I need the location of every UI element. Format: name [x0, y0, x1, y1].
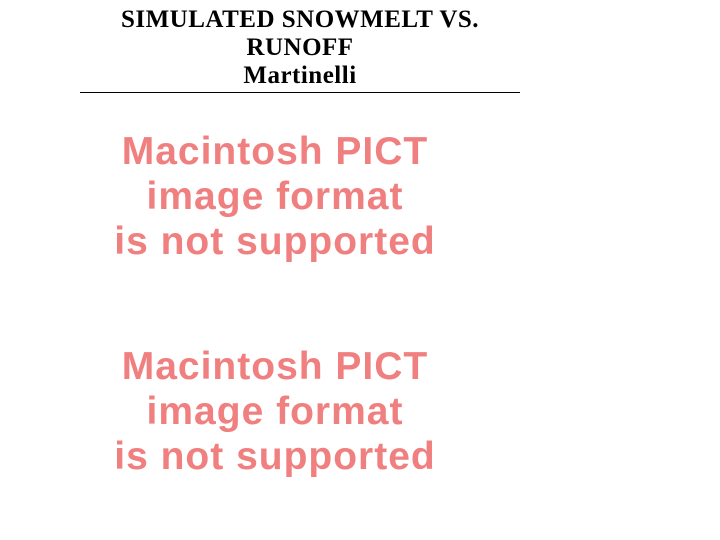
pict-error-message-1: Macintosh PICT image format is not suppo…: [0, 130, 550, 265]
error-line: image format: [0, 175, 550, 220]
pict-error-message-2: Macintosh PICT image format is not suppo…: [0, 345, 550, 480]
error-line: is not supported: [0, 220, 550, 265]
title-line-2: Martinelli: [80, 62, 520, 90]
title-line-1: SIMULATED SNOWMELT VS. RUNOFF: [80, 6, 520, 62]
error-line: Macintosh PICT: [0, 130, 550, 175]
slide-header: SIMULATED SNOWMELT VS. RUNOFF Martinelli: [80, 0, 520, 93]
error-line: image format: [0, 390, 550, 435]
error-line: Macintosh PICT: [0, 345, 550, 390]
error-line: is not supported: [0, 435, 550, 480]
